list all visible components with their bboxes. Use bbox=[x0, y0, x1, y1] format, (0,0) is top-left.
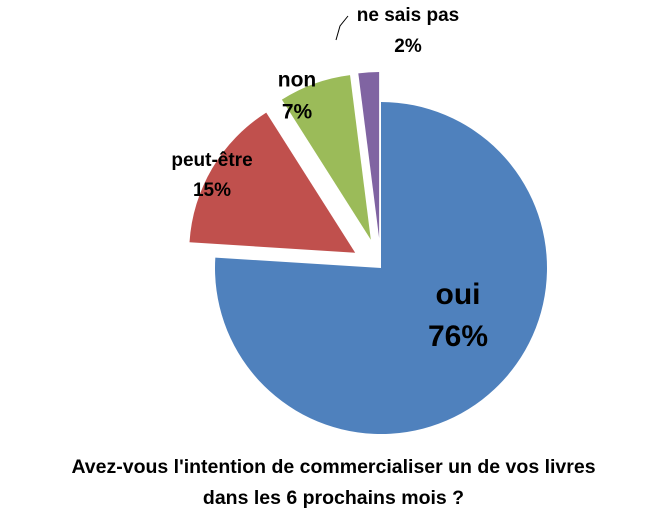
pie-slice-non bbox=[281, 75, 371, 240]
data-label-percent-oui: 76% bbox=[428, 320, 488, 353]
data-label-name-ne-sais-pas: ne sais pas bbox=[357, 5, 459, 26]
data-label-name-peut-être: peut-être bbox=[171, 150, 252, 171]
data-label-percent-peut-être: 15% bbox=[193, 180, 231, 201]
chart-title-line-1: Avez-vous l'intention de commercialiser … bbox=[71, 456, 596, 478]
data-label-percent-non: 7% bbox=[282, 101, 313, 124]
data-label-name-non: non bbox=[278, 69, 316, 92]
pie-slice-peut-être bbox=[189, 112, 356, 253]
data-label-name-oui: oui bbox=[436, 278, 481, 311]
pie-slice-oui bbox=[215, 102, 548, 435]
pie-slice-ne-sais-pas bbox=[358, 72, 380, 239]
leader-line-ne-sais-pas bbox=[335, 15, 349, 41]
chart-title: Avez-vous l'intention de commercialiser … bbox=[0, 452, 667, 514]
chart-title-line-2: dans les 6 prochains mois ? bbox=[202, 487, 465, 509]
data-label-percent-ne-sais-pas: 2% bbox=[394, 36, 422, 57]
